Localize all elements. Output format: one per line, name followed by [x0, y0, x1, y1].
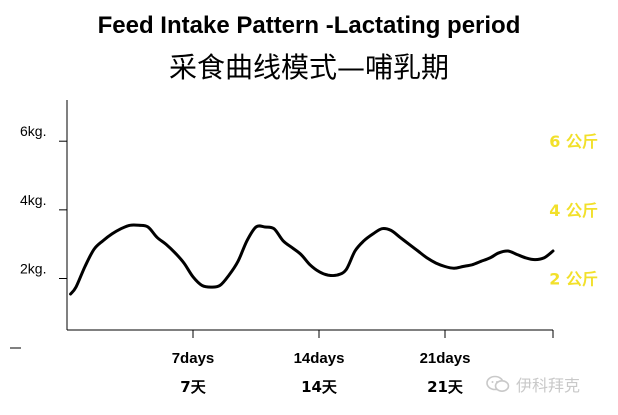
y-tick-label: 6kg.	[20, 123, 46, 139]
chart-title: Feed Intake Pattern -Lactating period	[97, 12, 521, 39]
x-tick-label: 14days	[294, 350, 345, 367]
x-tick-label: 7days	[172, 350, 215, 367]
watermark: 伊科拜克	[486, 372, 580, 396]
right-kg-label: 6 公斤	[549, 132, 598, 151]
y-tick-label: 4kg.	[20, 192, 46, 208]
x-tick-label-zh: 7天	[180, 378, 206, 396]
feed-intake-line	[69, 223, 555, 296]
y-tick-label: 2kg.	[20, 261, 46, 277]
right-kg-label: 4 公斤	[549, 201, 598, 220]
chart-subtitle: 采食曲线模式—哺乳期	[168, 51, 449, 84]
wechat-icon	[486, 375, 510, 392]
right-kg-label: 2 公斤	[549, 270, 598, 289]
x-tick-label: 21days	[420, 350, 471, 367]
watermark-text: 伊科拜克	[516, 376, 581, 395]
x-tick-label-zh: 14天	[301, 378, 338, 396]
x-tick-label-zh: 21天	[427, 378, 464, 396]
